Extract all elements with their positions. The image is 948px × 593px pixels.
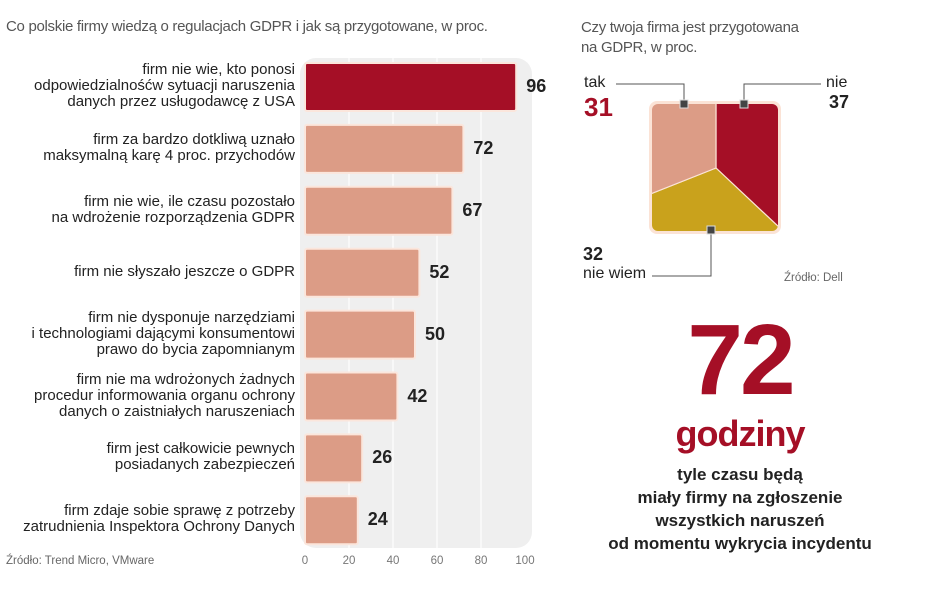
- bar-chart-title: Co polskie firmy wiedzą o regulacjach GD…: [6, 18, 488, 35]
- bar: [304, 495, 359, 546]
- leader-line-nie-wiem: [652, 230, 712, 277]
- category-label-line: procedur informowania organu ochrony: [34, 386, 295, 404]
- plot-panel: [300, 58, 532, 548]
- pie-chart-source: Źródło: Dell: [784, 272, 843, 284]
- category-label-line: posiadanych zabezpieczeń: [114, 456, 295, 474]
- category-label-line: odpowiedzialnośćw sytuacji naruszenia: [34, 77, 295, 94]
- bar: [304, 123, 465, 174]
- category-label-line: firm nie wie, kto ponosi: [142, 61, 295, 78]
- bar: [304, 309, 416, 360]
- pie-slice: [715, 104, 778, 231]
- bar-category-label: firm nie słyszało jeszcze o GDPR: [74, 262, 295, 280]
- bar-category-label: firm nie wie, kto ponosi odpowiedzialność…: [34, 62, 295, 110]
- category-label-line: prawo do bycia zapomnianym: [96, 340, 295, 358]
- x-tick-label: 100: [515, 555, 535, 567]
- callout-text: tyle czasu będą miały firmy na zgłoszeni…: [540, 463, 940, 555]
- pie-label-tak: tak: [584, 74, 606, 91]
- bar: [304, 62, 518, 112]
- bar-category-label: firm jest całkowicie pewnych posiadanych …: [107, 441, 295, 473]
- bar-category-label: firm nie dysponuje narzędziami i technolo…: [31, 308, 295, 358]
- category-label-line: firm nie słyszało jeszcze o GDPR: [74, 262, 295, 280]
- bar-chart-source: Źródło: Trend Micro, VMware: [6, 555, 155, 567]
- pie-value-nie-wiem: 32: [583, 244, 604, 264]
- category-label-line: zatrudnienia Inspektora Ochrony Danych: [23, 518, 295, 536]
- category-label-line: firm za bardzo dotkliwą uznało: [93, 130, 295, 148]
- category-label-line: i technologiami dającymi konsumentowi: [31, 324, 295, 342]
- category-label-line: danych przez usługodawcę z USA: [67, 93, 295, 110]
- bar: [304, 247, 421, 298]
- bar-category-label: firm zdaje sobie sprawę z potrzeby zatrud…: [23, 503, 295, 535]
- pie-slice: [652, 104, 717, 231]
- leader-marker: [739, 99, 749, 109]
- leader-line-nie: [743, 83, 821, 104]
- bar-value-label: 72: [473, 137, 494, 158]
- bar-value-label: 96: [526, 76, 547, 96]
- x-tick-label: 80: [474, 555, 488, 567]
- x-tick-label: 60: [430, 555, 444, 567]
- bar-value-label: 26: [372, 447, 393, 468]
- pie-slices: [652, 104, 778, 231]
- bar-category-label: firm nie wie, ile czasu pozostało na wdro…: [51, 192, 295, 226]
- bar-value-label: 52: [429, 261, 450, 282]
- bar-value-label: 50: [425, 323, 446, 344]
- leader-line-tak: [616, 83, 685, 104]
- category-label-line: maksymalną karę 4 proc. przychodów: [43, 146, 295, 164]
- leader-marker: [679, 99, 689, 109]
- x-tick-label: 20: [342, 555, 356, 567]
- pie-chart-title: Czy twoja firma jest przygotowana na GDP…: [581, 18, 799, 58]
- callout-number: 72: [687, 304, 795, 416]
- pie-title-line: Czy twoja firma jest przygotowana: [581, 19, 799, 36]
- bar-value-label: 67: [462, 199, 483, 220]
- category-label-line: firm zdaje sobie sprawę z potrzeby: [64, 502, 295, 520]
- bar-category-label: firm za bardzo dotkliwą uznało maksymalną…: [43, 130, 295, 164]
- bar: [304, 371, 399, 422]
- callout-unit: godziny: [675, 413, 806, 454]
- pie-label-nie: nie: [826, 74, 848, 91]
- callout-line: miały firmy na zgłoszenie: [637, 488, 843, 507]
- bar-value-label: 24: [367, 509, 388, 530]
- category-label-line: firm nie dysponuje narzędziami: [88, 308, 295, 326]
- category-label-line: danych o zaistniałych naruszeniach: [59, 402, 295, 420]
- bar-value-label: 42: [407, 385, 428, 406]
- category-label-line: firm nie wie, ile czasu pozostało: [84, 192, 295, 210]
- x-tick-label: 0: [301, 555, 309, 567]
- pie-value-tak: 31: [584, 92, 613, 122]
- pie-value-nie: 37: [829, 92, 850, 112]
- leader-marker: [706, 225, 716, 235]
- bar: [304, 433, 364, 484]
- callout-line: od momentu wykrycia incydentu: [608, 534, 872, 553]
- callout-line: tyle czasu będą: [677, 465, 803, 484]
- callout-line: wszystkich naruszeń: [655, 511, 825, 530]
- bar: [304, 185, 454, 236]
- pie-title-line: na GDPR, w proc.: [581, 39, 698, 56]
- bar-category-label: firm nie ma wdrożonych żadnych procedur i…: [34, 370, 295, 420]
- pie-label-nie-wiem: nie wiem: [583, 265, 647, 282]
- category-label-line: na wdrożenie rozporządzenia GDPR: [51, 208, 295, 226]
- category-label-line: firm nie ma wdrożonych żadnych: [76, 370, 295, 388]
- x-tick-label: 40: [386, 555, 400, 567]
- category-label-line: firm jest całkowicie pewnych: [106, 440, 295, 458]
